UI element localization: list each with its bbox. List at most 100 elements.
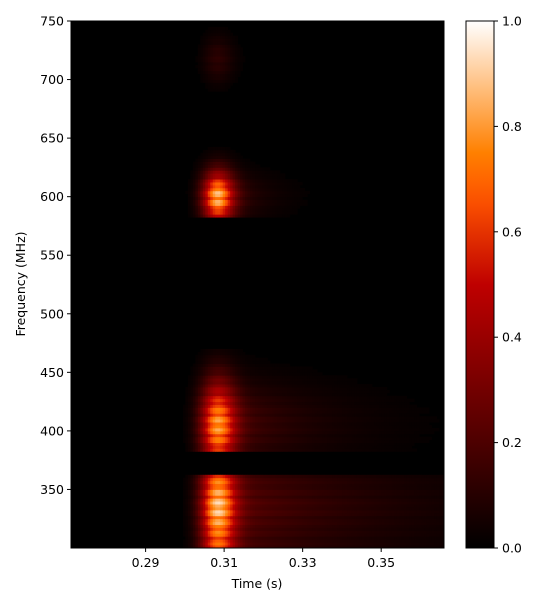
heatmap-cell <box>401 492 405 496</box>
heatmap-cell <box>426 407 430 411</box>
heatmap-cell <box>250 521 253 525</box>
heatmap-cell <box>322 419 326 423</box>
heatmap-cell <box>192 436 196 441</box>
heatmap-cell <box>205 384 209 388</box>
heatmap-cell <box>337 533 340 537</box>
heatmap-cell <box>255 427 258 432</box>
heatmap-cell <box>200 536 204 540</box>
heatmap-cell <box>202 480 206 484</box>
heatmap-cell <box>386 422 390 426</box>
heatmap-cell <box>225 378 229 382</box>
heatmap-cell <box>334 378 338 382</box>
heatmap-cell <box>434 533 437 537</box>
heatmap-cell <box>247 542 251 546</box>
heatmap-cell <box>381 486 385 490</box>
heatmap-cell <box>337 507 340 511</box>
heatmap-cell <box>205 395 209 400</box>
heatmap-cell <box>207 404 211 408</box>
heatmap-cell <box>406 501 410 505</box>
heatmap-cell <box>304 515 308 520</box>
heatmap-cell <box>349 433 353 438</box>
heatmap-cell <box>339 515 343 520</box>
heatmap-cell <box>384 445 388 449</box>
heatmap-cell <box>225 527 229 531</box>
heatmap-cell <box>374 533 378 537</box>
heatmap-cell <box>381 386 385 391</box>
heatmap-cell <box>255 527 258 531</box>
heatmap-cell <box>205 518 209 523</box>
heatmap-cell <box>356 495 360 499</box>
heatmap-cell <box>192 445 196 449</box>
heatmap-cell <box>396 427 400 432</box>
heatmap-cell <box>401 410 405 414</box>
heatmap-cell <box>289 439 293 443</box>
heatmap-cell <box>210 504 214 508</box>
heatmap-cell <box>237 419 241 423</box>
heatmap-cell <box>289 521 293 525</box>
heatmap-cell <box>252 389 256 394</box>
heatmap-cell <box>197 542 201 546</box>
heatmap-cell <box>210 527 214 531</box>
heatmap-cell <box>187 495 191 499</box>
heatmap-cell <box>227 442 231 446</box>
heatmap-cell <box>200 477 204 482</box>
heatmap-cell <box>262 542 266 546</box>
heatmap-cell <box>329 425 333 429</box>
heatmap-cell <box>339 439 343 443</box>
heatmap-cell <box>240 530 243 534</box>
heatmap-cell <box>401 422 405 426</box>
heatmap-cell <box>299 539 303 543</box>
heatmap-cell <box>279 489 283 493</box>
heatmap-cell <box>289 539 293 543</box>
heatmap-cell <box>339 507 343 511</box>
heatmap-cell <box>297 425 301 429</box>
heatmap-cell <box>232 404 236 408</box>
heatmap-cell <box>334 524 338 528</box>
heatmap-cell <box>379 480 383 484</box>
heatmap-cell <box>419 501 423 505</box>
heatmap-cell <box>195 413 199 417</box>
heatmap-cell <box>257 536 261 540</box>
heatmap-cell <box>220 372 224 376</box>
heatmap-cell <box>197 507 201 511</box>
heatmap-cell <box>205 521 209 525</box>
heatmap-cell <box>187 533 191 537</box>
heatmap-cell <box>312 498 316 502</box>
heatmap-cell <box>212 509 216 514</box>
heatmap-cell <box>247 430 251 435</box>
heatmap-cell <box>187 483 191 487</box>
heatmap-cell <box>381 436 385 441</box>
heatmap-cell <box>324 501 328 505</box>
heatmap-cell <box>364 480 368 484</box>
heatmap-cell <box>247 422 251 426</box>
heatmap-cell <box>230 395 234 400</box>
heatmap-cell <box>185 507 189 511</box>
heatmap-cell <box>322 539 326 543</box>
heatmap-cell <box>347 384 350 388</box>
heatmap-cell <box>272 404 276 408</box>
heatmap-cell <box>386 448 390 452</box>
heatmap-cell <box>304 533 308 537</box>
heatmap-cell <box>337 442 340 446</box>
heatmap-cell <box>364 422 368 426</box>
heatmap-cell <box>344 512 348 517</box>
heatmap-cell <box>312 392 316 397</box>
heatmap-cell <box>200 427 204 432</box>
heatmap-cell <box>386 515 390 520</box>
heatmap-cell <box>391 413 395 417</box>
heatmap-cell <box>322 436 326 441</box>
heatmap-cell <box>374 518 378 523</box>
heatmap-cell <box>227 413 231 417</box>
heatmap-cell <box>424 509 427 514</box>
heatmap-cell <box>416 545 420 549</box>
heatmap-cell <box>187 416 191 420</box>
heatmap-cell <box>356 515 360 520</box>
heatmap-cell <box>396 515 400 520</box>
heatmap-cell <box>250 495 253 499</box>
heatmap-cell <box>302 433 306 438</box>
heatmap-cell <box>384 404 388 408</box>
heatmap-cell <box>369 501 373 505</box>
heatmap-cell <box>264 395 268 400</box>
heatmap-cell <box>411 509 415 514</box>
heatmap-cell <box>222 386 226 391</box>
